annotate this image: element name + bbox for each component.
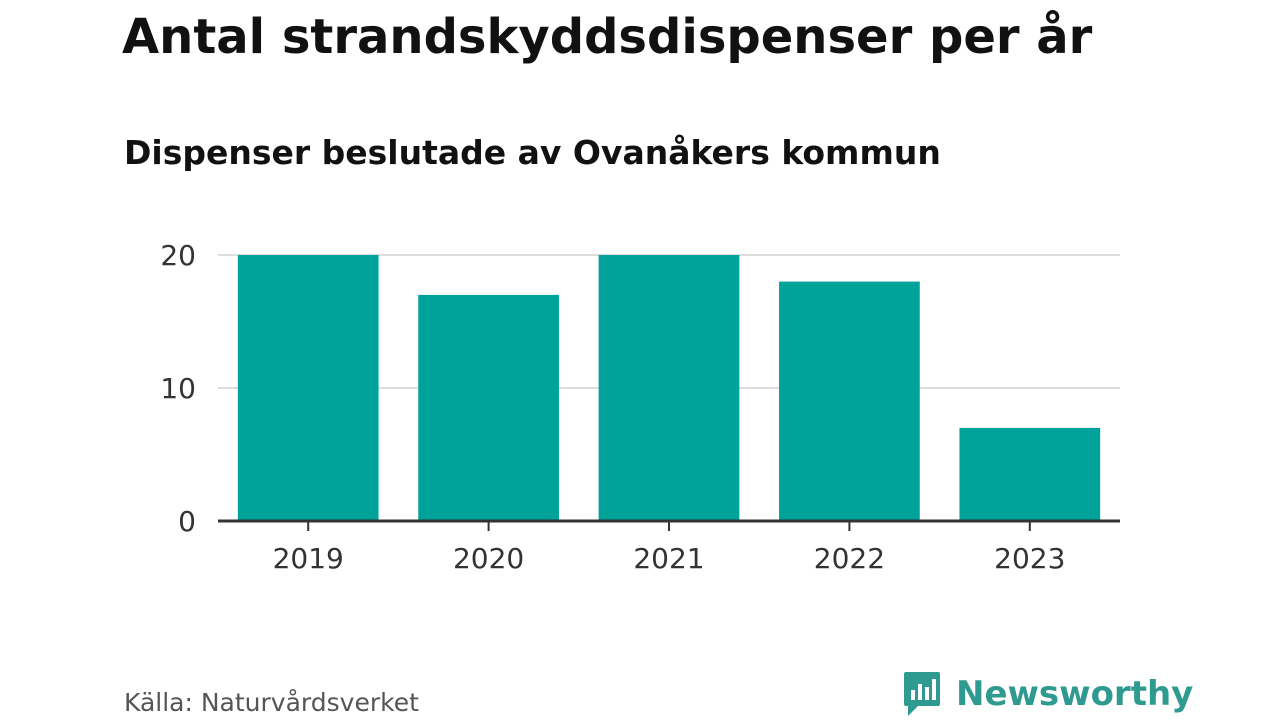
- bar-2023: [959, 427, 1101, 521]
- bar-2020: [418, 294, 559, 521]
- x-axis-ticks: 2019 2020 2021 2022 2023: [273, 521, 1065, 575]
- x-tick-label: 2023: [994, 542, 1065, 575]
- y-axis-ticks: 0 10 20: [160, 239, 196, 538]
- source-note: Källa: Naturvårdsverket: [124, 688, 419, 717]
- y-tick-label: 0: [178, 505, 196, 538]
- brand-name: Newsworthy: [956, 674, 1194, 714]
- bars: [237, 255, 1101, 521]
- bar-2019: [237, 255, 379, 521]
- newsworthy-logo-icon: [904, 672, 940, 716]
- y-tick-label: 10: [160, 372, 196, 405]
- newsworthy-brand: Newsworthy: [902, 670, 1193, 718]
- bar-2021: [598, 255, 740, 521]
- chart-subtitle: Dispenser beslutade av Ovanåkers kommun: [124, 133, 941, 172]
- x-tick-label: 2020: [453, 542, 524, 575]
- x-tick-label: 2021: [633, 542, 704, 575]
- chart-title: Antal strandskyddsdispenser per år: [122, 9, 1093, 65]
- bar-chart: 0 10 20 2019 2020 2021 2022 2023: [160, 239, 1120, 575]
- x-tick-label: 2022: [814, 542, 885, 575]
- bar-2022: [779, 281, 920, 521]
- x-tick-label: 2019: [273, 542, 344, 575]
- y-tick-label: 20: [160, 239, 196, 272]
